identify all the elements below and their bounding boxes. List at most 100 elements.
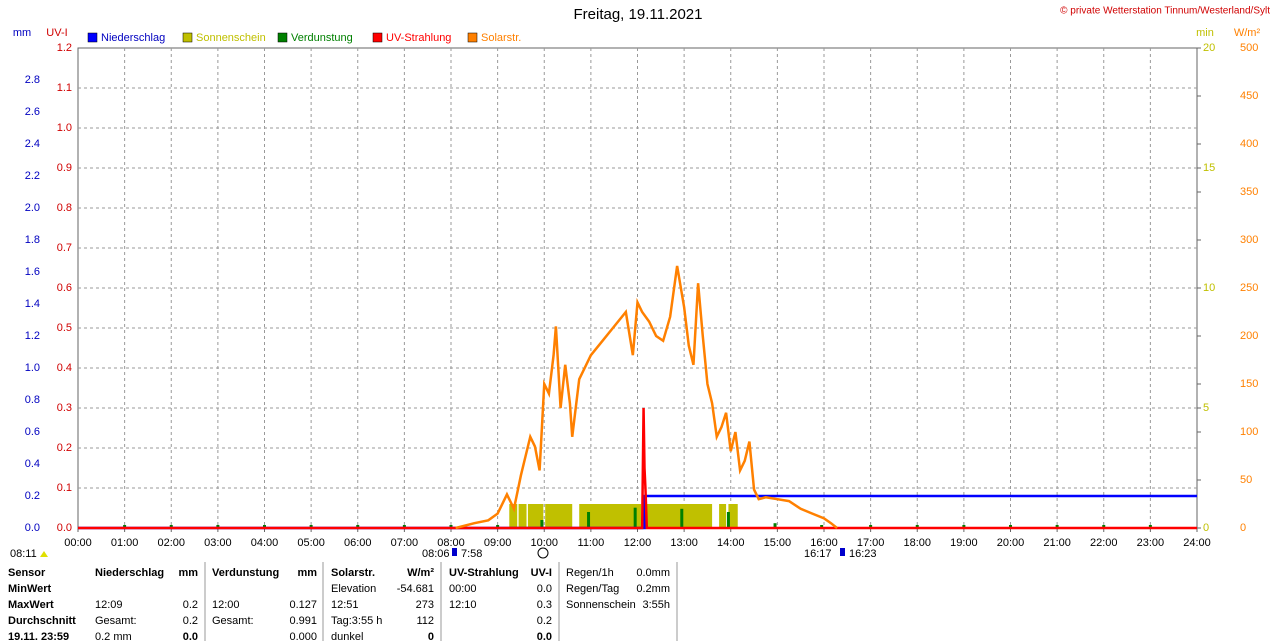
annotation: 08:06 [422,548,450,560]
table-cell: UV-I [531,567,552,579]
table-cell: 19.11. 23:59 [8,631,69,641]
legend-swatch [372,32,383,43]
table-cell: 0.0 [537,631,552,641]
sun-icon [840,548,845,556]
y-tick-label: 1.0 [57,122,72,134]
table-cell: 0.991 [289,615,317,627]
y-tick-label: 1.0 [25,362,40,374]
legend-label: Solarstr. [481,32,521,44]
y-tick-label: 1.6 [25,266,40,278]
table-cell: 12:00 [212,599,240,611]
y-tick-label: 50 [1240,474,1252,486]
y-tick-label: 1.2 [25,330,40,342]
table-cell: 0.2 [183,599,198,611]
y-tick-label: 0.7 [57,242,72,254]
x-tick-label: 04:00 [251,537,279,549]
table-cell: mm [297,567,317,579]
table-cell: 0.0 [537,583,552,595]
table-cell: MaxWert [8,599,54,611]
sun-icon [40,551,48,557]
table-cell: 0.2 [537,615,552,627]
table-cell: 0.0 [183,631,198,641]
axis-title: UV-I [46,27,67,39]
series-line [78,407,1197,530]
y-tick-label: 0.2 [25,490,40,502]
x-tick-label: 09:00 [484,537,512,549]
y-tick-label: 0 [1203,522,1209,534]
y-tick-label: 2.8 [25,74,40,86]
y-tick-label: 100 [1240,426,1258,438]
y-tick-label: 0.3 [57,402,72,414]
y-tick-label: 0.6 [25,426,40,438]
y-tick-label: 150 [1240,378,1258,390]
y-tick-label: 0.8 [57,202,72,214]
table-cell: 273 [416,599,434,611]
y-tick-label: 350 [1240,186,1258,198]
y-tick-label: 500 [1240,42,1258,54]
legend-swatch [87,32,98,43]
x-tick-label: 05:00 [297,537,325,549]
legend-label: Niederschlag [101,32,165,44]
sun-icon [452,548,457,556]
table-cell: 0.2 [183,615,198,627]
table-cell: 0.3 [537,599,552,611]
annotation: 08:11 [10,548,37,560]
table-cell: 0.000 [289,631,317,641]
annotation: 16:17 [804,548,832,560]
table-cell: Niederschlag [95,567,164,579]
legend-label: Verdunstung [291,32,353,44]
table-cell: Verdunstung [212,567,279,579]
table-cell: 00:00 [449,583,477,595]
y-tick-label: 0.1 [57,482,72,494]
x-tick-label: 22:00 [1090,537,1118,549]
x-tick-label: 24:00 [1183,537,1211,549]
table-cell: 12:10 [449,599,477,611]
annotation: 16:23 [849,548,877,560]
x-tick-label: 03:00 [204,537,232,549]
moon-icon [537,547,549,559]
x-tick-label: 18:00 [903,537,931,549]
x-tick-label: 12:00 [624,537,652,549]
table-cell: 12:51 [331,599,359,611]
x-tick-label: 01:00 [111,537,139,549]
sunshine-bar [643,504,713,528]
y-tick-label: 1.8 [25,234,40,246]
x-tick-label: 15:00 [764,537,792,549]
table-cell: 0.127 [289,599,317,611]
table-cell: Tag:3:55 h [331,615,382,627]
y-tick-label: 250 [1240,282,1258,294]
y-tick-label: 0 [1240,522,1246,534]
table-cell: 0.2 mm [95,631,132,641]
table-cell: Elevation [331,583,376,595]
sunshine-bar [527,504,544,528]
axis-title: min [1196,27,1214,39]
y-tick-label: 0.4 [25,458,40,470]
table-cell: 12:09 [95,599,123,611]
y-tick-label: 10 [1203,282,1215,294]
x-tick-label: 17:00 [857,537,885,549]
x-tick-label: 16:00 [810,537,838,549]
y-tick-label: 0.0 [57,522,72,534]
y-tick-label: 1.1 [57,82,72,94]
table-cell: 0.0mm [636,567,670,579]
table-cell: Regen/1h [566,567,614,579]
table-cell: 0.2mm [636,583,670,595]
table-cell: Solarstr. [331,567,375,579]
y-tick-label: 5 [1203,402,1209,414]
axis-title: mm [13,27,31,39]
x-tick-label: 20:00 [997,537,1025,549]
y-tick-label: 1.4 [25,298,40,310]
x-tick-label: 08:00 [437,537,465,549]
y-tick-label: 0.9 [57,162,72,174]
sunshine-bar [518,504,527,528]
chart-title: Freitag, 19.11.2021 [574,6,703,23]
y-tick-label: 0.0 [25,522,40,534]
y-tick-label: 2.6 [25,106,40,118]
x-tick-label: 23:00 [1137,537,1165,549]
x-tick-label: 02:00 [157,537,185,549]
sunshine-bar [728,504,738,528]
legend-swatch [467,32,478,43]
x-tick-label: 13:00 [670,537,698,549]
